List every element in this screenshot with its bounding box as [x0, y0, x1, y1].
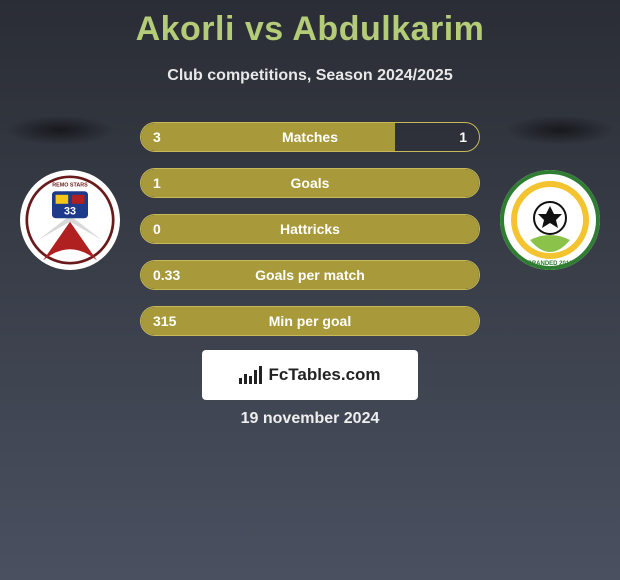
shadow-right — [505, 115, 615, 145]
remo-stars-crest-icon: 33 REMO STARS — [25, 175, 115, 265]
bar-value-right: 1 — [459, 129, 467, 145]
page-title: Akorli vs Abdulkarim — [0, 0, 620, 49]
svg-text:REMO STARS: REMO STARS — [52, 183, 88, 189]
bar-min-per-goal: 315 Min per goal — [140, 306, 480, 336]
fctables-logo: FcTables.com — [202, 350, 418, 400]
bar-goals-per-match: 0.33 Goals per match — [140, 260, 480, 290]
brand-text: FcTables.com — [268, 365, 380, 385]
bar-label: Goals — [141, 175, 479, 191]
stats-bars: 3 Matches 1 1 Goals 0 Hattricks 0.33 Goa… — [140, 122, 480, 352]
svg-text:33: 33 — [64, 206, 76, 218]
bar-label: Min per goal — [141, 313, 479, 329]
club-badge-left: 33 REMO STARS — [20, 170, 120, 270]
bar-goals: 1 Goals — [140, 168, 480, 198]
bar-label: Goals per match — [141, 267, 479, 283]
subtitle: Club competitions, Season 2024/2025 — [0, 67, 620, 85]
katsina-united-crest-icon: BRANDED 2016 — [500, 170, 600, 270]
chart-icon — [239, 366, 262, 384]
date-text: 19 november 2024 — [0, 410, 620, 428]
svg-text:BRANDED 2016: BRANDED 2016 — [527, 261, 573, 267]
bar-label: Hattricks — [141, 221, 479, 237]
bar-label: Matches — [141, 129, 479, 145]
bar-hattricks: 0 Hattricks — [140, 214, 480, 244]
shadow-left — [5, 115, 115, 145]
bar-matches: 3 Matches 1 — [140, 122, 480, 152]
club-badge-right: BRANDED 2016 — [500, 170, 600, 270]
